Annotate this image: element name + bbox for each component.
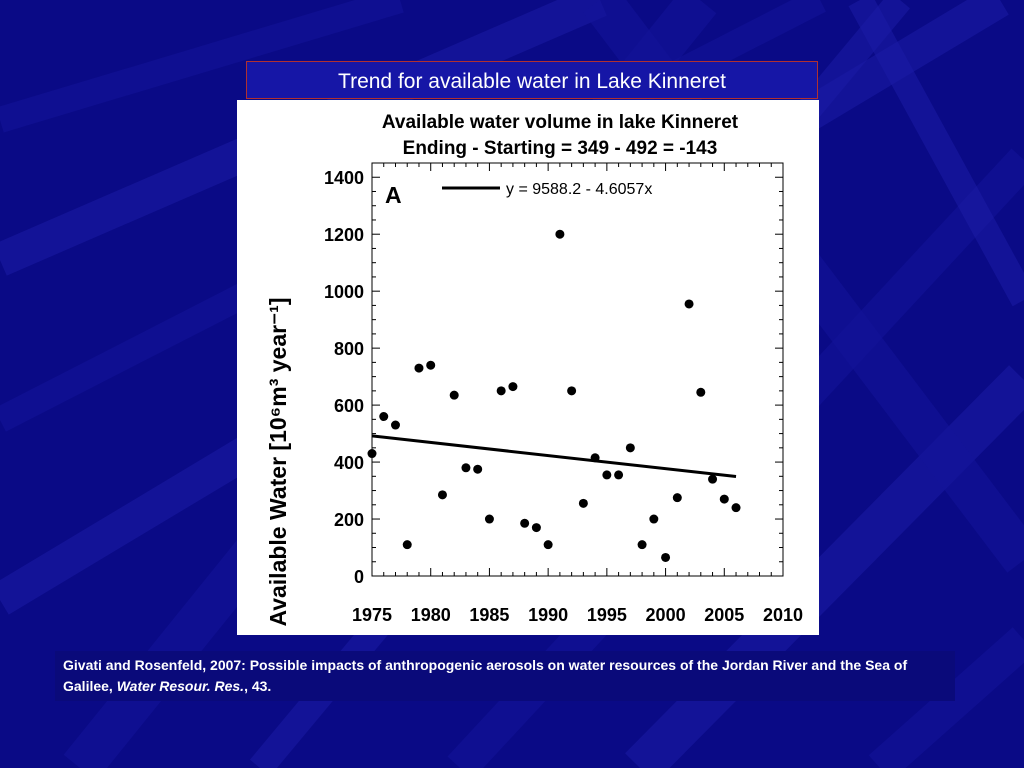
data-point [437,490,447,500]
y-tick-label: 0 [354,567,364,587]
data-point [449,390,459,400]
data-point [426,360,436,370]
x-tick-label: 1980 [411,605,451,625]
x-tick-label: 2010 [763,605,803,625]
data-point [543,540,553,550]
y-tick-label: 1200 [324,225,364,245]
data-point [520,518,530,528]
y-axis-label: Available Water [10⁶m³ year⁻¹] [265,297,291,626]
data-point [390,420,400,430]
legend-equation: y = 9588.2 - 4.6057x [506,181,652,198]
citation-volume: , 43. [244,678,272,694]
y-tick-label: 600 [334,396,364,416]
data-point [719,494,729,504]
scatter-chart: Available water volume in lake Kinneret … [265,112,803,627]
panel-label: A [385,182,402,208]
data-point [567,386,577,396]
data-point [637,540,647,550]
x-tick-label: 1990 [528,605,568,625]
data-point [708,474,718,484]
data-point [414,363,424,373]
x-tick-label: 1985 [469,605,509,625]
data-point [555,229,565,239]
citation-text: Givati and Rosenfeld, 2007: Possible imp… [63,657,908,694]
data-point [684,299,694,309]
y-tick-label: 1000 [324,282,364,302]
plot-frame [371,162,784,577]
data-point [696,387,706,397]
x-tick-label: 2005 [704,605,744,625]
data-point [484,514,494,524]
data-point [649,514,659,524]
data-point [496,386,506,396]
citation-journal: Water Resour. Res. [116,678,245,694]
data-point [578,498,588,508]
y-tick-label: 800 [334,339,364,359]
y-tick-label: 400 [334,453,364,473]
data-point [614,470,624,480]
data-point [508,382,518,392]
x-tick-label: 2000 [646,605,686,625]
data-point [661,552,671,562]
data-point [461,463,471,473]
data-point [473,464,483,474]
x-tick-label: 1995 [587,605,627,625]
data-point [672,493,682,503]
background-stripe [848,0,1024,307]
data-point [402,540,412,550]
data-point [602,470,612,480]
background-stripe [0,0,404,133]
background-stripe [868,627,1024,768]
slide-title: Trend for available water in Lake Kinner… [246,61,818,99]
y-tick-label: 200 [334,510,364,530]
citation: Givati and Rosenfeld, 2007: Possible imp… [55,651,955,701]
data-point [590,453,600,463]
data-point [625,443,635,453]
data-point [531,523,541,533]
data-point [379,411,389,421]
x-tick-label: 1975 [352,605,392,625]
data-point [367,449,377,459]
data-point [731,503,741,513]
chart-panel: Available water volume in lake Kinneret … [237,100,819,635]
y-tick-label: 1400 [324,168,364,188]
chart-subtitle: Ending - Starting = 349 - 492 = -143 [403,138,718,159]
chart-title: Available water volume in lake Kinneret [382,112,739,133]
trendline [371,434,737,479]
